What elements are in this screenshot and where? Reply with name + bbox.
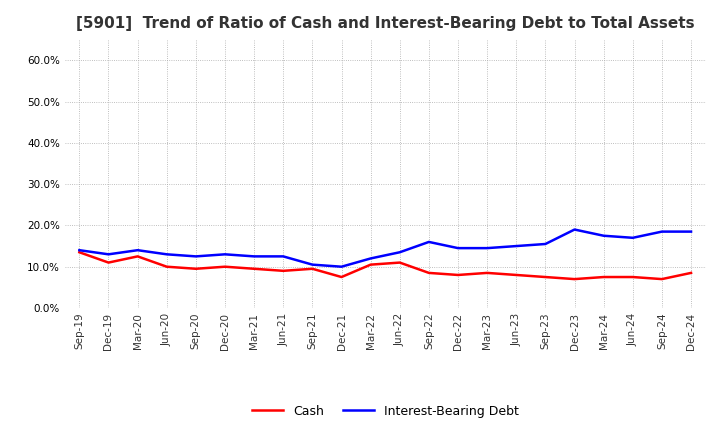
Cash [687,270,696,275]
Cash [250,266,258,271]
Interest-Bearing Debt [599,233,608,238]
Cash [104,260,113,265]
Cash [308,266,317,271]
Cash [133,254,142,259]
Interest-Bearing Debt [454,246,462,251]
Cash [337,275,346,280]
Cash [541,275,550,280]
Interest-Bearing Debt [308,262,317,267]
Interest-Bearing Debt [104,252,113,257]
Interest-Bearing Debt [425,239,433,245]
Interest-Bearing Debt [163,252,171,257]
Cash [75,249,84,255]
Interest-Bearing Debt [220,252,229,257]
Cash [192,266,200,271]
Cash [454,272,462,278]
Cash [657,276,666,282]
Cash [220,264,229,269]
Cash [512,272,521,278]
Interest-Bearing Debt [133,248,142,253]
Interest-Bearing Debt [279,254,287,259]
Title: [5901]  Trend of Ratio of Cash and Interest-Bearing Debt to Total Assets: [5901] Trend of Ratio of Cash and Intere… [76,16,695,32]
Interest-Bearing Debt [629,235,637,240]
Interest-Bearing Debt [366,256,375,261]
Interest-Bearing Debt [512,243,521,249]
Interest-Bearing Debt [570,227,579,232]
Interest-Bearing Debt [337,264,346,269]
Cash [395,260,404,265]
Interest-Bearing Debt [192,254,200,259]
Cash [279,268,287,274]
Interest-Bearing Debt [250,254,258,259]
Interest-Bearing Debt [687,229,696,234]
Cash [163,264,171,269]
Interest-Bearing Debt [657,229,666,234]
Cash [483,270,492,275]
Interest-Bearing Debt [395,249,404,255]
Interest-Bearing Debt [541,242,550,247]
Cash [366,262,375,267]
Cash [599,275,608,280]
Cash [570,276,579,282]
Interest-Bearing Debt [75,248,84,253]
Line: Interest-Bearing Debt: Interest-Bearing Debt [79,230,691,267]
Legend: Cash, Interest-Bearing Debt: Cash, Interest-Bearing Debt [247,400,523,422]
Cash [629,275,637,280]
Cash [425,270,433,275]
Interest-Bearing Debt [483,246,492,251]
Line: Cash: Cash [79,252,691,279]
